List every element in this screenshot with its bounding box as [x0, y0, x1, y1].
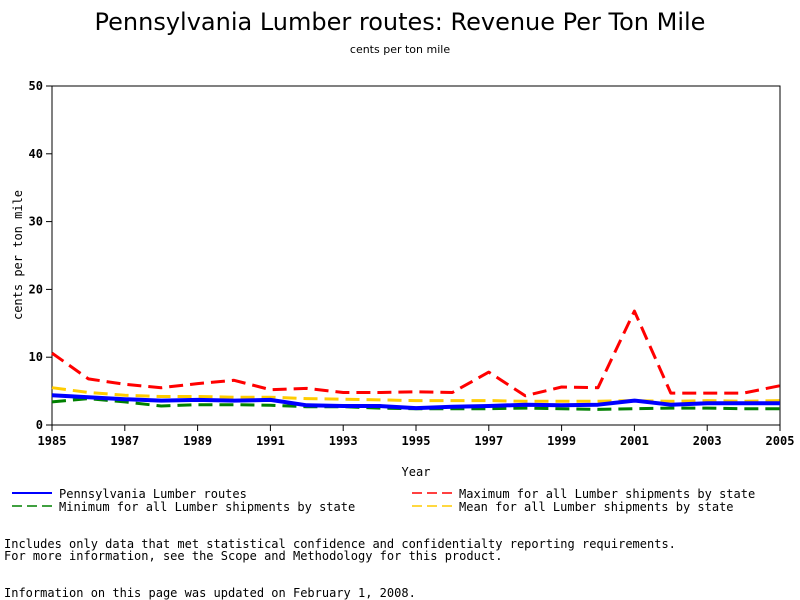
y-tick-label: 40 — [29, 147, 43, 161]
x-tick-label: 2003 — [693, 434, 722, 448]
x-axis-label: Year — [402, 465, 431, 479]
x-tick-label: 1993 — [329, 434, 358, 448]
legend-label: Mean for all Lumber shipments by state — [459, 500, 734, 514]
x-tick-label: 1989 — [183, 434, 212, 448]
chart-title: Pennsylvania Lumber routes: Revenue Per … — [95, 8, 706, 36]
legend-label: Maximum for all Lumber shipments by stat… — [459, 487, 755, 501]
x-axis: 1985 1987 1989 1991 1993 1995 1997 1999 2001 2003… — [38, 425, 795, 448]
series-line-maximum-for-all-lumber-shipments-by-state — [51, 309, 781, 398]
legend-label: Minimum for all Lumber shipments by stat… — [59, 500, 355, 514]
y-tick-label: 20 — [29, 282, 43, 296]
note-updated: Information on this page was updated on … — [4, 586, 416, 600]
series-line-mean-for-all-lumber-shipments-by-state — [51, 386, 781, 403]
y-tick-label: 30 — [29, 215, 43, 229]
legend: Pennsylvania Lumber routes Maximum for al… — [12, 487, 755, 514]
y-tick-label: 50 — [29, 79, 43, 93]
x-tick-label: 1987 — [110, 434, 139, 448]
y-axis-label: cents per ton mile — [11, 190, 25, 320]
note-methodology: For more information, see the Scope and … — [4, 549, 503, 563]
x-tick-label: 1995 — [402, 434, 431, 448]
x-tick-label: 1985 — [38, 434, 67, 448]
x-tick-label: 1999 — [547, 434, 576, 448]
y-tick-label: 10 — [29, 350, 43, 364]
x-tick-label: 2005 — [766, 434, 795, 448]
x-tick-label: 2001 — [620, 434, 649, 448]
series-line-pennsylvania-lumber-routes — [51, 393, 780, 411]
note-confidence: Includes only data that met statistical … — [4, 537, 676, 551]
series-lines — [51, 309, 781, 411]
x-tick-label: 1997 — [474, 434, 503, 448]
y-axis: 0 10 20 30 40 50 — [29, 79, 52, 432]
y-tick-label: 0 — [36, 418, 43, 432]
legend-label: Pennsylvania Lumber routes — [59, 487, 247, 501]
plot-area-frame — [51, 85, 781, 426]
chart-subtitle: cents per ton mile — [350, 43, 450, 56]
x-tick-label: 1991 — [256, 434, 285, 448]
